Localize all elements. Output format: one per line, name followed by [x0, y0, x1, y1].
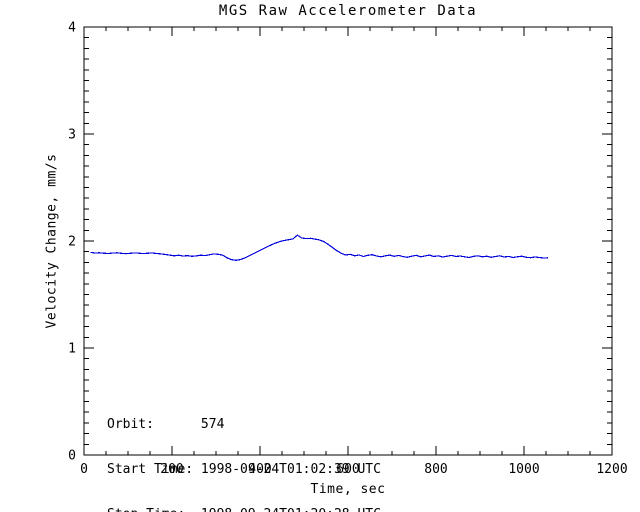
y-tick-label: 0 — [68, 449, 76, 464]
y-tick-label: 3 — [68, 128, 76, 143]
stop-time-line: Stop Time: 1998-09-24T01:20:28 UTC — [107, 507, 381, 512]
y-axis-label: Velocity Change, mm/s — [44, 153, 60, 329]
y-tick-label: 1 — [68, 342, 76, 357]
chart-title: MGS Raw Accelerometer Data — [218, 3, 478, 19]
x-tick-label: 600 — [336, 462, 359, 477]
x-tick-label: 1000 — [508, 462, 539, 477]
x-axis-label: Time, sec — [310, 482, 386, 497]
x-tick-label: 0 — [80, 462, 88, 477]
x-tick-label: 800 — [424, 462, 447, 477]
x-tick-label: 200 — [160, 462, 183, 477]
orbit-annotation: Orbit: 574 Start Time: 1998-09-24T01:02:… — [107, 387, 381, 512]
y-tick-label: 2 — [68, 235, 76, 250]
y-tick-label: 4 — [68, 21, 76, 36]
x-tick-label: 400 — [248, 462, 271, 477]
x-tick-label: 1200 — [596, 462, 627, 477]
orbit-line: Orbit: 574 — [107, 417, 225, 432]
data-line-velocity-change — [90, 234, 549, 261]
start-time-line: Start Time: 1998-09-24T01:02:39 UTC — [107, 462, 381, 477]
